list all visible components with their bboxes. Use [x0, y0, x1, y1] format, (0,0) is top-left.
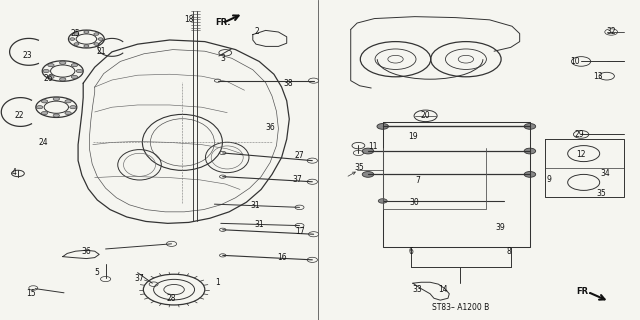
- Circle shape: [36, 106, 43, 109]
- Text: 2: 2: [255, 28, 260, 36]
- Circle shape: [74, 43, 79, 45]
- Text: 36: 36: [81, 247, 92, 256]
- Text: 7: 7: [415, 176, 420, 185]
- Text: 22: 22: [15, 111, 24, 120]
- Circle shape: [42, 111, 48, 115]
- Text: 29: 29: [574, 130, 584, 139]
- Circle shape: [48, 64, 54, 67]
- Circle shape: [377, 124, 388, 129]
- Text: FR.: FR.: [576, 287, 591, 296]
- Text: 12: 12: [577, 150, 586, 159]
- Circle shape: [94, 33, 99, 35]
- Text: 1: 1: [215, 278, 220, 287]
- Text: ST83– A1200 B: ST83– A1200 B: [432, 303, 490, 312]
- Circle shape: [42, 100, 48, 103]
- Text: 10: 10: [570, 57, 580, 66]
- Text: 19: 19: [408, 132, 418, 141]
- Text: 39: 39: [495, 223, 506, 232]
- Text: FR.: FR.: [215, 18, 230, 27]
- Circle shape: [524, 172, 536, 177]
- Text: 27: 27: [294, 151, 305, 160]
- Circle shape: [71, 75, 77, 78]
- Text: 35: 35: [355, 163, 365, 172]
- Text: 24: 24: [38, 138, 49, 147]
- Circle shape: [84, 31, 89, 33]
- Text: 6: 6: [408, 247, 413, 256]
- Circle shape: [60, 78, 66, 81]
- Circle shape: [362, 172, 374, 177]
- Text: 31: 31: [250, 201, 260, 210]
- Circle shape: [65, 111, 71, 115]
- Circle shape: [524, 148, 536, 154]
- Circle shape: [94, 43, 99, 45]
- Text: 31: 31: [254, 220, 264, 229]
- Text: 32: 32: [606, 28, 616, 36]
- Circle shape: [524, 124, 536, 129]
- Text: 26: 26: [43, 74, 53, 83]
- Text: 38: 38: [283, 79, 293, 88]
- Text: 35: 35: [596, 189, 607, 198]
- Text: 14: 14: [438, 285, 448, 294]
- Text: 21: 21: [97, 47, 106, 56]
- Text: 25: 25: [70, 29, 81, 38]
- Text: 18: 18: [184, 15, 193, 24]
- Circle shape: [53, 114, 60, 117]
- Text: 16: 16: [276, 253, 287, 262]
- Circle shape: [84, 45, 89, 47]
- Text: 20: 20: [420, 111, 431, 120]
- Circle shape: [76, 69, 83, 73]
- Circle shape: [70, 106, 76, 109]
- Circle shape: [74, 33, 79, 35]
- Circle shape: [65, 100, 71, 103]
- Text: 28: 28: [167, 294, 176, 303]
- Circle shape: [60, 61, 66, 64]
- Circle shape: [362, 148, 374, 154]
- Text: 33: 33: [412, 285, 422, 294]
- Text: 8: 8: [506, 247, 511, 256]
- Circle shape: [98, 38, 103, 40]
- Circle shape: [43, 69, 49, 73]
- Circle shape: [70, 38, 75, 40]
- Text: 30: 30: [410, 198, 420, 207]
- Text: 37: 37: [292, 175, 303, 184]
- Text: 36: 36: [265, 124, 275, 132]
- Text: 34: 34: [600, 169, 610, 178]
- Circle shape: [48, 75, 54, 78]
- Circle shape: [378, 199, 387, 203]
- Text: 3: 3: [220, 54, 225, 63]
- Text: 37: 37: [134, 274, 145, 283]
- Circle shape: [53, 97, 60, 100]
- Text: 17: 17: [294, 228, 305, 236]
- Text: 4: 4: [12, 168, 17, 177]
- Text: 9: 9: [547, 175, 552, 184]
- Text: 5: 5: [95, 268, 100, 277]
- Text: 23: 23: [22, 52, 33, 60]
- Text: 11: 11: [368, 142, 377, 151]
- Circle shape: [71, 64, 77, 67]
- Text: 13: 13: [593, 72, 604, 81]
- Text: 15: 15: [26, 289, 36, 298]
